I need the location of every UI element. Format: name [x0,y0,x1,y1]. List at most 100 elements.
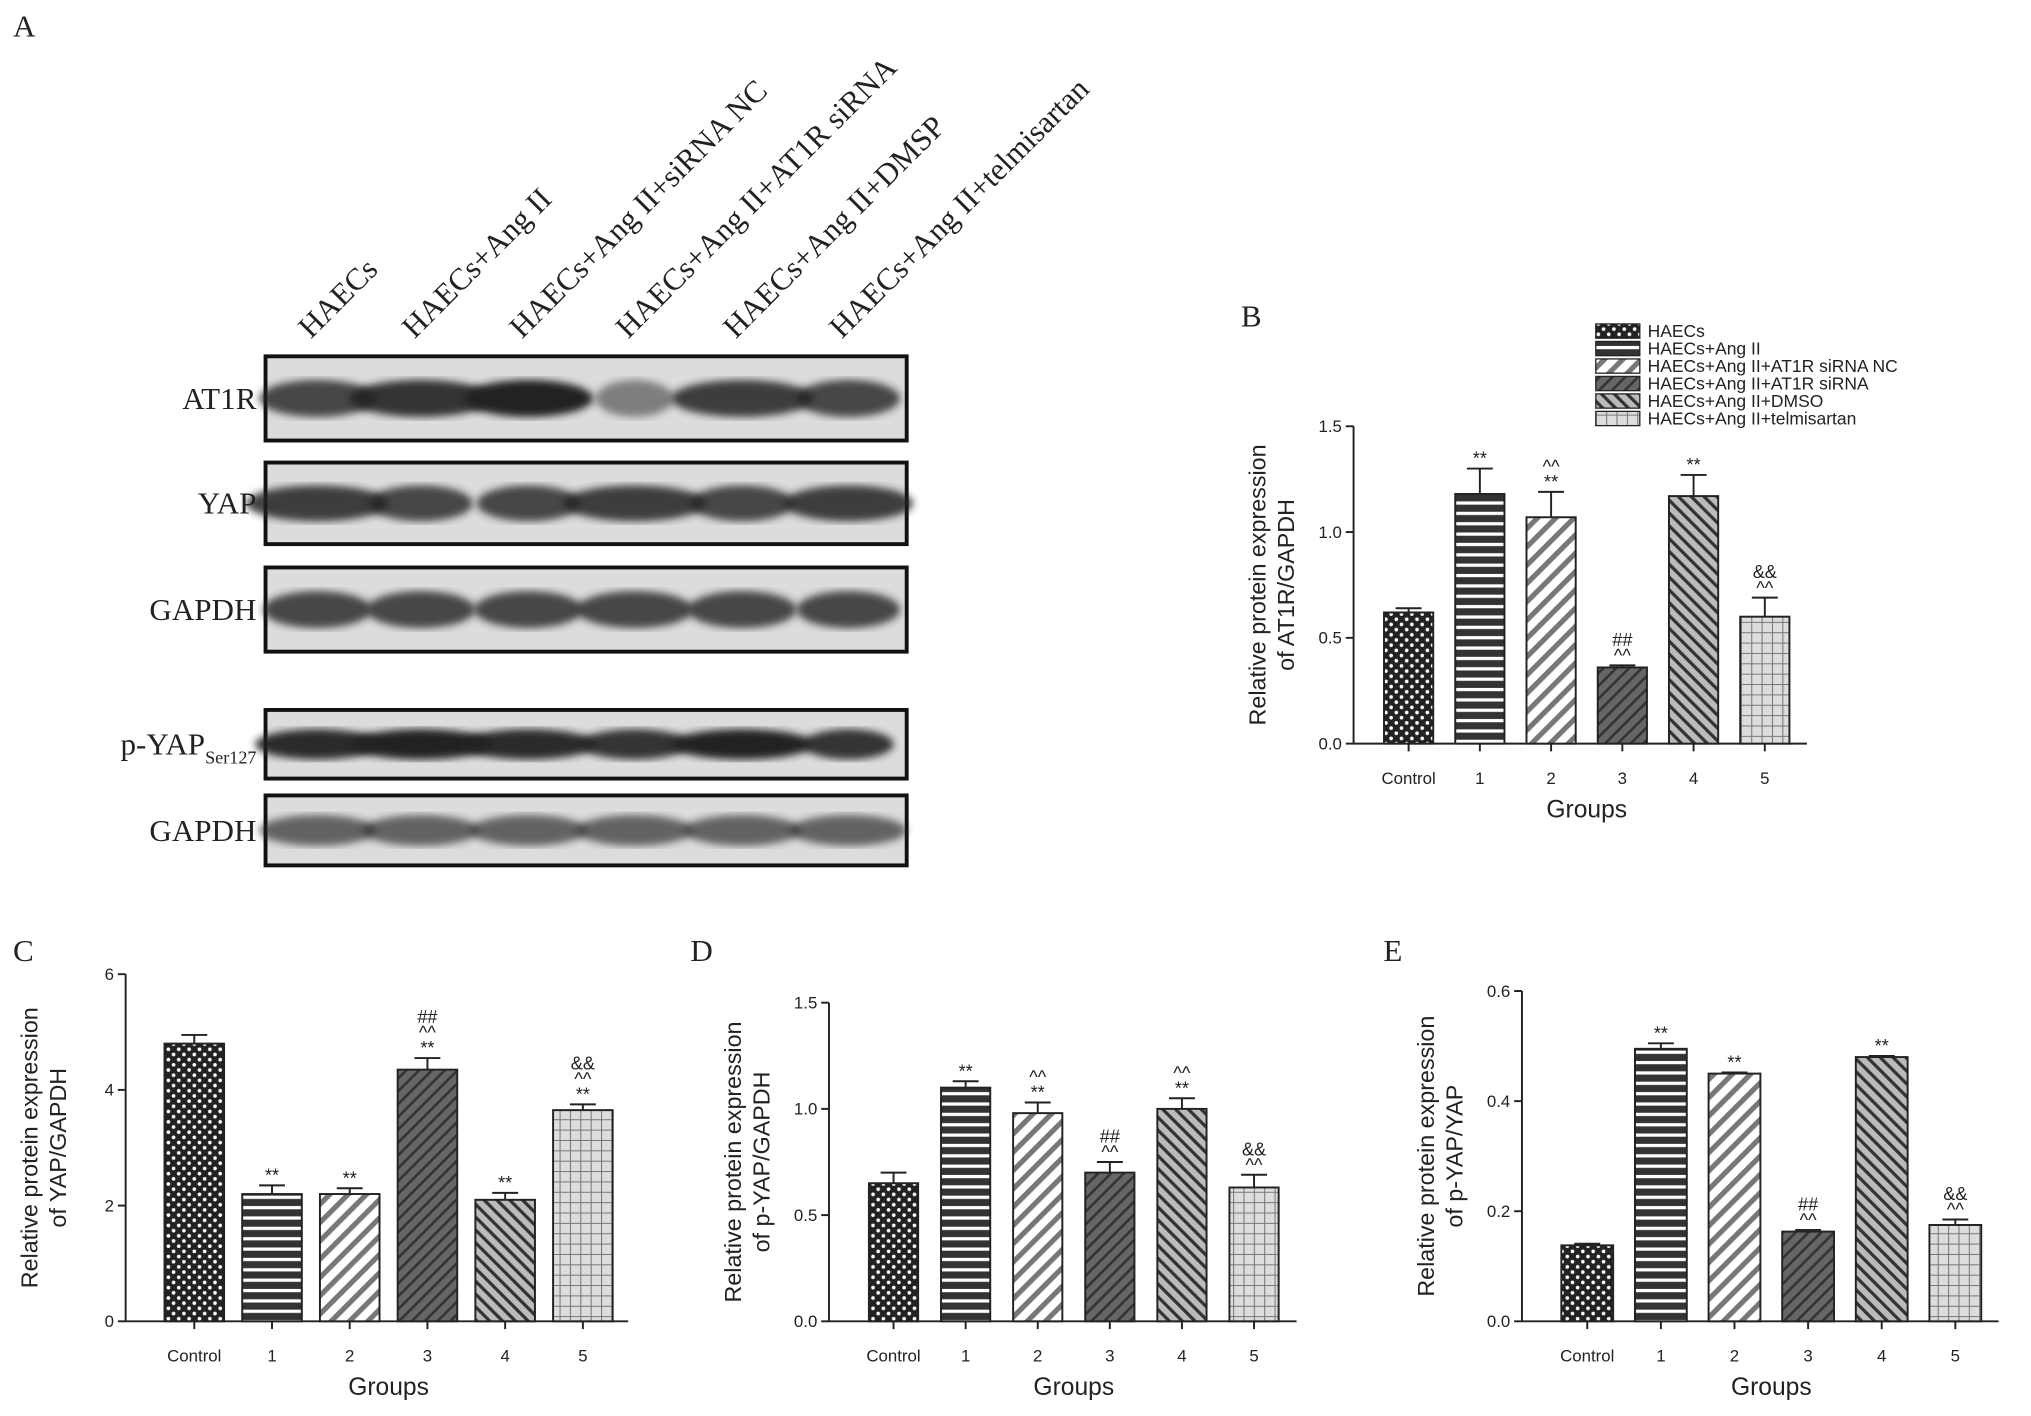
band [803,729,894,760]
band [259,815,376,846]
band [366,591,476,629]
legend-label: HAECs+Ang II+AT1R siRNA [1648,373,1869,393]
band [563,485,706,522]
band [783,485,914,522]
x-axis-label: Groups [1546,796,1627,823]
y-tick-label: 0.4 [1487,1092,1510,1111]
y-tick-label: 1.5 [1319,417,1342,436]
y-tick-label: 0.2 [1487,1202,1510,1221]
y-axis-label: of p-YAP/GAPDH [748,1072,774,1253]
x-tick-label: 5 [1760,769,1769,788]
y-tick-label: 4 [105,1081,114,1100]
legend-label: HAECs+Ang II+AT1R siRNA NC [1648,356,1898,376]
row-label-text: p-YAP [120,727,205,762]
x-tick-label: 5 [1951,1346,1960,1365]
x-tick-label: 5 [1249,1346,1258,1365]
row-label: GAPDH [149,813,256,848]
significance-mark: ^^ [1029,1067,1047,1087]
band [690,485,795,522]
x-tick-label: 4 [1877,1346,1886,1365]
legend-label: HAECs+Ang II [1648,338,1761,358]
y-tick-label: 1.0 [794,1100,817,1119]
significance-mark: ^^ [1543,456,1561,476]
bar [1228,1186,1280,1323]
bar [940,1086,992,1323]
significance-mark: ^^ [419,1023,437,1043]
band [796,379,901,417]
y-tick-label: 0.5 [1319,629,1342,648]
panel-label: D [690,933,712,968]
band [576,815,693,846]
significance-mark: && [1242,1139,1266,1159]
significance-mark: ** [1654,1023,1668,1043]
bar [1633,1047,1688,1323]
band [246,485,389,522]
significance-mark: ** [1473,449,1487,469]
y-tick-label: 0.0 [794,1312,817,1331]
legend-swatch [1595,393,1641,409]
row-label: AT1R [182,381,257,416]
legend-label: HAECs+Ang II+DMSO [1648,391,1824,411]
x-tick-label: 4 [500,1346,509,1365]
bar [1928,1224,1983,1323]
legend-label: HAECs [1648,321,1706,341]
band [470,815,587,846]
lane-label: HAECs [291,251,384,344]
x-tick-label: 2 [345,1346,354,1365]
bar [552,1109,614,1323]
band [461,729,596,760]
x-tick-label: 2 [1033,1346,1042,1365]
band [687,591,797,629]
legend-swatch [1595,340,1641,357]
significance-mark: ## [1612,630,1632,650]
x-tick-label: 1 [961,1346,970,1365]
band [474,591,583,629]
x-axis-label: Groups [1731,1374,1812,1401]
x-tick-label: Control [167,1346,221,1365]
y-tick-label: 0.5 [794,1206,817,1225]
significance-mark: ** [265,1165,279,1185]
band [349,379,493,417]
significance-mark: ^^ [1756,578,1774,598]
band [595,379,674,417]
y-tick-label: 1.0 [1319,523,1342,542]
bar [318,1193,381,1323]
significance-mark: ** [343,1168,357,1188]
y-tick-label: 6 [105,965,114,984]
significance-mark: ^^ [1614,645,1632,665]
bar [474,1198,536,1323]
significance-mark: ** [1875,1036,1889,1056]
legend-swatch [1595,410,1641,427]
y-tick-label: 1.5 [794,994,817,1013]
bar [1596,666,1648,745]
significance-mark: ## [1100,1127,1120,1147]
significance-mark: ** [1687,455,1701,475]
y-tick-label: 0.0 [1487,1312,1510,1331]
x-tick-label: 3 [1618,769,1627,788]
y-axis-label: of AT1R/GAPDH [1273,499,1299,671]
band [670,729,814,760]
row-label-text: AT1R [182,381,257,416]
band [362,815,480,846]
x-tick-label: 1 [1475,769,1484,788]
panel-label: B [1241,299,1262,334]
y-axis-label: Relative protein expression [720,1021,746,1302]
bar [1012,1112,1064,1323]
y-tick-label: 0.0 [1319,734,1342,753]
legend-swatch [1595,358,1641,374]
bar [1156,1107,1208,1323]
significance-mark: ** [576,1084,590,1104]
row-label-text: GAPDH [149,592,256,627]
x-tick-label: 2 [1730,1346,1739,1365]
panel-label: C [13,933,34,968]
significance-mark: && [1943,1184,1967,1204]
bar [1560,1244,1615,1323]
band [670,379,814,417]
band [262,591,372,629]
panel-label: A [13,8,36,43]
bar [1781,1230,1835,1323]
significance-mark: ** [498,1173,512,1193]
legend-swatch [1595,375,1641,392]
band [683,815,801,846]
